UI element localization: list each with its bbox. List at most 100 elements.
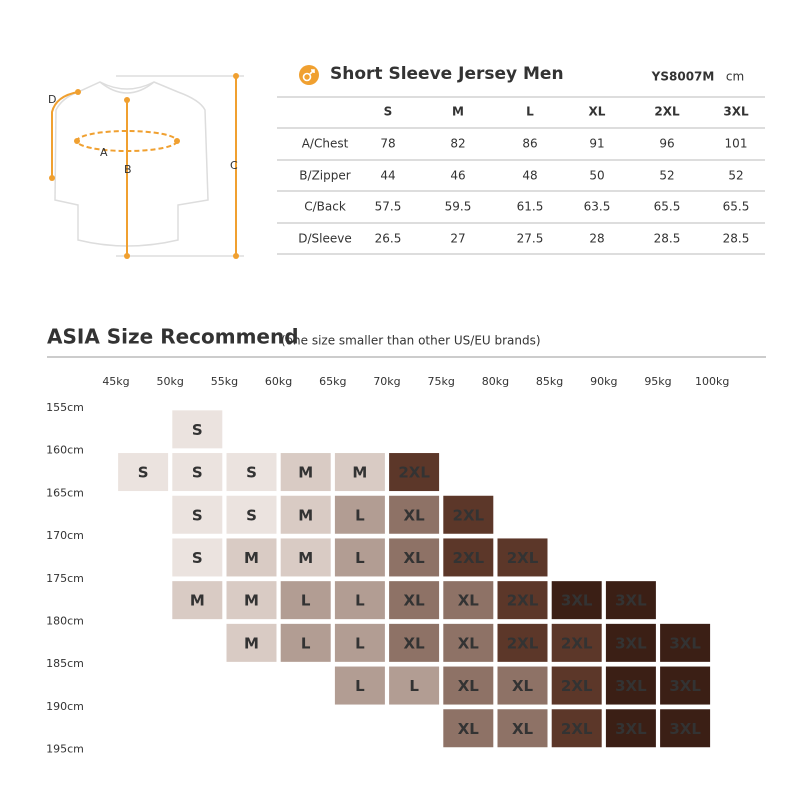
size-label: L xyxy=(301,592,311,610)
size-label: S xyxy=(192,549,203,567)
size-cell xyxy=(660,623,711,662)
table-title: Short Sleeve Jersey Men xyxy=(330,64,564,84)
cell: 52 xyxy=(659,169,674,183)
size-cell xyxy=(280,538,331,577)
size-label: M xyxy=(352,464,367,482)
size-label: 2XL xyxy=(561,634,593,652)
size-label: L xyxy=(301,634,311,652)
size-cell xyxy=(605,581,656,620)
weight-label: 55kg xyxy=(211,375,238,388)
size-label: 3XL xyxy=(615,634,647,652)
size-label: S xyxy=(246,464,257,482)
size-label: XL xyxy=(512,677,534,695)
height-label: 170cm xyxy=(46,529,84,542)
size-cell xyxy=(226,453,277,492)
size-label: L xyxy=(355,549,365,567)
cell: 50 xyxy=(589,169,604,183)
size-label: 3XL xyxy=(615,677,647,695)
size-label: S xyxy=(138,464,149,482)
size-cell xyxy=(334,453,385,492)
size-cell xyxy=(334,538,385,577)
column-header: S xyxy=(384,105,393,119)
cell: 63.5 xyxy=(584,200,611,214)
size-label: S xyxy=(246,506,257,524)
height-label: 185cm xyxy=(46,657,84,670)
cell: 86 xyxy=(522,137,537,151)
height-label: 175cm xyxy=(46,572,84,585)
size-label: M xyxy=(190,592,205,610)
size-label: L xyxy=(409,677,419,695)
size-label: L xyxy=(355,634,365,652)
cell: 27 xyxy=(450,232,465,246)
weight-label: 70kg xyxy=(373,375,400,388)
size-label: M xyxy=(298,464,313,482)
size-cell xyxy=(443,623,494,662)
cell: 91 xyxy=(589,137,604,151)
cell: 59.5 xyxy=(445,200,472,214)
weight-label: 60kg xyxy=(265,375,292,388)
cell: 44 xyxy=(380,169,395,183)
row-label: C/Back xyxy=(304,200,346,214)
cell: 78 xyxy=(380,137,395,151)
size-cell xyxy=(334,581,385,620)
size-cell xyxy=(443,581,494,620)
size-label: M xyxy=(298,549,313,567)
size-cell xyxy=(280,581,331,620)
cell: 28 xyxy=(589,232,604,246)
size-label: 2XL xyxy=(453,549,485,567)
column-header: 3XL xyxy=(723,105,749,119)
size-cell xyxy=(280,453,331,492)
size-label: XL xyxy=(404,549,426,567)
cell: 28.5 xyxy=(654,232,681,246)
weight-label: 75kg xyxy=(428,375,455,388)
diagram-label: A xyxy=(100,146,108,159)
size-cell xyxy=(389,538,440,577)
size-label: 3XL xyxy=(615,720,647,738)
size-cell xyxy=(443,538,494,577)
size-label: XL xyxy=(404,592,426,610)
row-label: A/Chest xyxy=(302,137,349,151)
cell: 82 xyxy=(450,137,465,151)
cell: 26.5 xyxy=(375,232,402,246)
weight-label: 65kg xyxy=(319,375,346,388)
size-label: S xyxy=(192,506,203,524)
size-label: 2XL xyxy=(398,464,430,482)
unit: cm xyxy=(726,70,744,84)
size-label: M xyxy=(298,506,313,524)
jersey-diagram xyxy=(49,73,244,259)
column-header: M xyxy=(452,105,464,119)
size-label: XL xyxy=(404,634,426,652)
size-cell xyxy=(497,666,548,705)
male-icon xyxy=(299,65,319,85)
cell: 52 xyxy=(728,169,743,183)
size-label: XL xyxy=(458,677,480,695)
weight-label: 100kg xyxy=(695,375,729,388)
size-cell xyxy=(497,538,548,577)
size-cell xyxy=(280,495,331,534)
section-title: ASIA Size Recommend xyxy=(47,325,299,349)
cell: 57.5 xyxy=(375,200,402,214)
size-cell xyxy=(660,666,711,705)
size-label: 3XL xyxy=(669,634,701,652)
size-cell xyxy=(389,453,440,492)
size-label: XL xyxy=(458,592,480,610)
size-label: S xyxy=(192,464,203,482)
cell: 96 xyxy=(659,137,674,151)
size-label: 2XL xyxy=(507,634,539,652)
size-label: 3XL xyxy=(561,592,593,610)
size-label: M xyxy=(244,549,259,567)
cell: 65.5 xyxy=(723,200,750,214)
size-label: XL xyxy=(458,634,480,652)
weight-label: 85kg xyxy=(536,375,563,388)
size-cell xyxy=(551,709,602,748)
column-header: 2XL xyxy=(654,105,680,119)
size-label: 2XL xyxy=(507,549,539,567)
size-cell xyxy=(443,709,494,748)
height-label: 180cm xyxy=(46,615,84,628)
height-label: 165cm xyxy=(46,486,84,499)
size-cell xyxy=(389,495,440,534)
size-label: 2XL xyxy=(561,677,593,695)
size-label: L xyxy=(355,677,365,695)
size-cell xyxy=(389,581,440,620)
